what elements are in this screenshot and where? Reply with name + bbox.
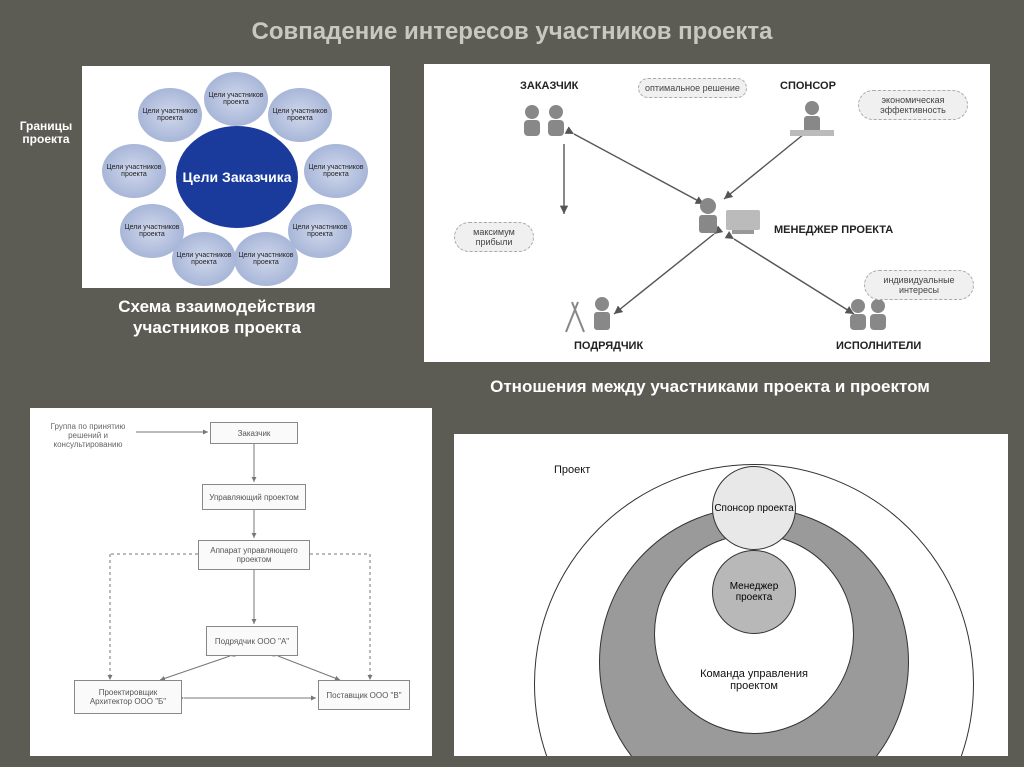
- flow-contractor: Подрядчик ООО "А": [206, 626, 298, 656]
- project-label: Проект: [554, 464, 590, 476]
- performers-icon: [840, 294, 906, 336]
- manager-circle-label: Менеджер проекта: [713, 581, 795, 603]
- flow-note: Группа по принятию решений и консультиро…: [40, 422, 136, 449]
- flow-customer: Заказчик: [210, 422, 298, 444]
- flower-center: Цели Заказчика: [176, 126, 298, 228]
- customer-label: ЗАКАЗЧИК: [520, 80, 578, 92]
- contractor-icon: [556, 292, 626, 336]
- manager-icon: [688, 192, 768, 238]
- petal: Цели участников проекта: [234, 232, 298, 286]
- manager-label: МЕНЕДЖЕР ПРОЕКТА: [774, 224, 893, 236]
- stakeholder-map: ЗАКАЗЧИК СПОНСОР МЕНЕДЖЕР ПРОЕКТА ПОДРЯД…: [424, 64, 990, 362]
- sponsor-icon: [784, 98, 840, 140]
- flow-apparatus: Аппарат управляющего проектом: [198, 540, 310, 570]
- border-label: Границы проекта: [10, 120, 82, 146]
- nested-circles: Проект Спонсор проекта Менеджер проекта …: [454, 434, 1008, 756]
- petal: Цели участников проекта: [304, 144, 368, 198]
- sponsor-label: СПОНСОР: [780, 80, 836, 92]
- caption-interaction: Схема взаимодействия участников проекта: [92, 296, 342, 339]
- bubble-efficiency: экономическая эффективность: [858, 90, 968, 120]
- sponsor-circle: Спонсор проекта: [712, 466, 796, 550]
- flowchart: Группа по принятию решений и консультиро…: [30, 408, 432, 756]
- flow-designer: Проектировщик Архитектор ООО "Б": [74, 680, 182, 714]
- petal: Цели участников проекта: [268, 88, 332, 142]
- sponsor-circle-label: Спонсор проекта: [714, 503, 793, 514]
- petal: Цели участников проекта: [138, 88, 202, 142]
- bubble-optimal: оптимальное решение: [638, 78, 747, 98]
- petal: Цели участников проекта: [102, 144, 166, 198]
- bubble-profit: максимум прибыли: [454, 222, 534, 252]
- flow-supplier: Поставщик ООО "В": [318, 680, 410, 710]
- petal: Цели участников проекта: [204, 72, 268, 126]
- performers-label: ИСПОЛНИТЕЛИ: [836, 340, 921, 352]
- bubble-interests: индивидуальные интересы: [864, 270, 974, 300]
- ring-mgmt-label: Команда управления проектом: [694, 668, 814, 692]
- caption-relations: Отношения между участниками проекта и пр…: [450, 376, 970, 397]
- petal: Цели участников проекта: [120, 204, 184, 258]
- customer-icon: [514, 100, 584, 140]
- page-title: Совпадение интересов участников проекта: [0, 0, 1024, 54]
- contractor-label: ПОДРЯДЧИК: [574, 340, 643, 352]
- petal: Цели участников проекта: [288, 204, 352, 258]
- manager-circle: Менеджер проекта: [712, 550, 796, 634]
- flower-diagram: Границы проекта Цели Заказчика Цели учас…: [82, 66, 390, 288]
- flow-manager: Управляющий проектом: [202, 484, 306, 510]
